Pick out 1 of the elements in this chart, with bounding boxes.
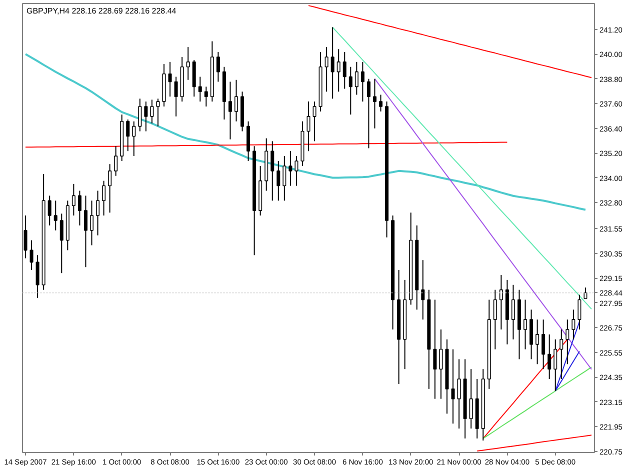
chart-title: GBPJPY,H4 228.16 228.69 228.16 228.44 bbox=[26, 6, 177, 16]
